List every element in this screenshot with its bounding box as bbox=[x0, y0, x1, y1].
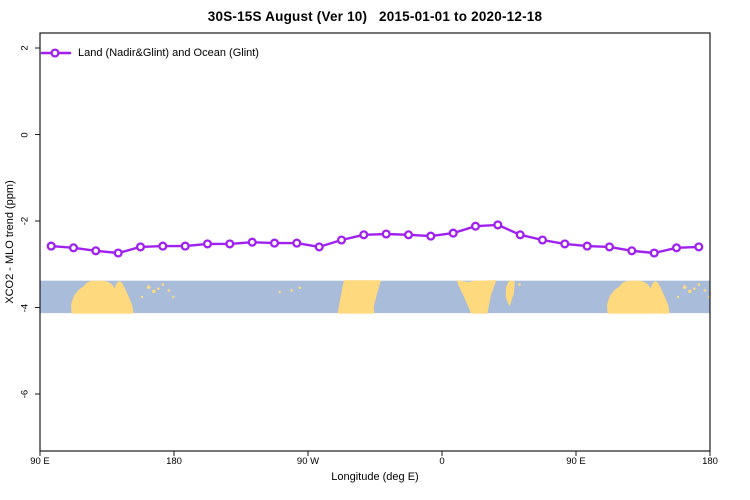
map-island-dot bbox=[298, 286, 302, 290]
data-point bbox=[292, 238, 302, 248]
map-island-dot bbox=[518, 283, 521, 286]
map-island-dot bbox=[146, 285, 151, 290]
y-tick-label: -2 bbox=[19, 216, 31, 226]
data-point bbox=[649, 248, 659, 258]
chart-title: 30S-15S August (Ver 10) 2015-01-01 to 20… bbox=[207, 9, 543, 24]
data-point bbox=[46, 241, 56, 251]
legend-label: Land (Nadir&Glint) and Ocean (Glint) bbox=[78, 46, 259, 59]
legend-marker-sample bbox=[50, 48, 60, 58]
data-point bbox=[269, 238, 280, 248]
data-point bbox=[493, 220, 503, 230]
map-island-dot bbox=[161, 283, 165, 286]
map-island-dot bbox=[152, 289, 156, 294]
map-land-madagascar bbox=[505, 280, 515, 306]
y-tick-label: -6 bbox=[19, 389, 31, 399]
data-point bbox=[135, 242, 146, 252]
map-island-dot bbox=[278, 290, 281, 294]
map-island-dot bbox=[140, 295, 144, 299]
plot-box bbox=[39, 32, 711, 452]
map-island-dot bbox=[290, 289, 293, 292]
map-island-dot bbox=[167, 289, 171, 292]
data-point bbox=[336, 235, 347, 245]
map-island-dot bbox=[676, 295, 680, 299]
map-land-australia bbox=[71, 280, 134, 314]
map-island-dot bbox=[697, 283, 701, 286]
data-point bbox=[91, 246, 101, 256]
x-tick-label: 180 bbox=[166, 456, 182, 467]
data-point bbox=[470, 221, 481, 231]
map-island-dot bbox=[172, 295, 175, 299]
data-point bbox=[225, 239, 235, 249]
y-tick-label: 0 bbox=[19, 131, 31, 138]
map-land-south-america bbox=[337, 280, 381, 314]
y-tick-label: 2 bbox=[19, 45, 31, 51]
data-point bbox=[426, 231, 436, 241]
x-tick-label: 90 W bbox=[296, 456, 320, 467]
x-axis-title: Longitude (deg E) bbox=[331, 471, 419, 483]
x-tick-label: 90 E bbox=[30, 456, 50, 467]
map-island-dot bbox=[157, 287, 160, 291]
data-point bbox=[448, 228, 458, 238]
data-point bbox=[582, 241, 592, 251]
x-tick-label: 0 bbox=[439, 456, 445, 467]
data-point bbox=[537, 235, 548, 245]
x-tick-label: 90 E bbox=[566, 456, 586, 467]
data-point bbox=[671, 243, 682, 253]
y-tick-label: -4 bbox=[19, 303, 31, 312]
trend-line bbox=[50, 223, 700, 255]
data-point bbox=[158, 241, 168, 251]
map-island-dot bbox=[703, 289, 707, 292]
data-point bbox=[359, 230, 369, 240]
map-island-dot bbox=[682, 285, 687, 290]
data-point bbox=[560, 239, 570, 249]
data-point bbox=[180, 241, 190, 251]
data-point bbox=[694, 242, 704, 252]
x-tick-label: 180 bbox=[702, 456, 718, 467]
data-point bbox=[515, 230, 525, 240]
data-point bbox=[202, 239, 213, 249]
data-point bbox=[604, 242, 615, 252]
data-point bbox=[113, 248, 123, 258]
data-point bbox=[68, 243, 79, 253]
map-land-australia bbox=[607, 280, 670, 314]
map-land-africa bbox=[457, 280, 497, 314]
data-point bbox=[403, 230, 414, 240]
data-point bbox=[381, 229, 391, 239]
map-island-dot bbox=[688, 289, 692, 294]
data-point bbox=[314, 242, 324, 252]
map-island-dot bbox=[693, 287, 696, 291]
data-point bbox=[627, 246, 637, 256]
data-point bbox=[247, 237, 257, 247]
